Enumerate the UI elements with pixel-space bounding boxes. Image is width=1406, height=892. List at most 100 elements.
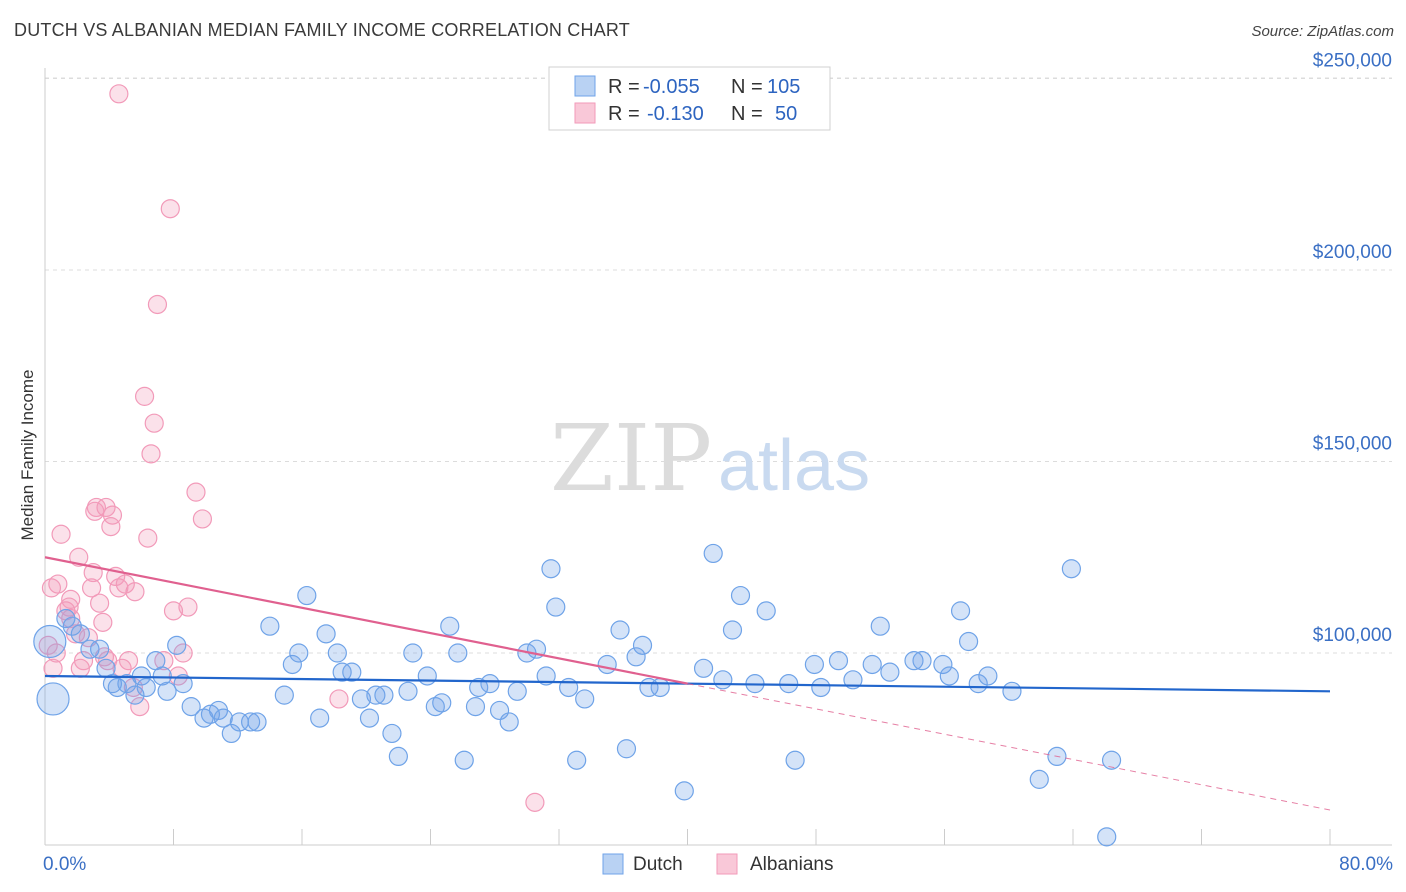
dutch-point bbox=[632, 635, 653, 655]
dutch-point bbox=[241, 712, 261, 732]
legend-r-value-albanians: -0.130 bbox=[647, 103, 704, 125]
dutch-point bbox=[870, 616, 890, 636]
trend-lines bbox=[44, 556, 1331, 811]
dutch-point bbox=[247, 712, 267, 732]
dutch-point bbox=[173, 674, 193, 694]
albanians-point bbox=[43, 658, 63, 678]
dutch-point bbox=[33, 624, 67, 659]
dutch-point bbox=[260, 616, 280, 636]
dutch-point bbox=[950, 601, 971, 621]
dutch-point bbox=[779, 674, 799, 694]
dutch-point bbox=[730, 585, 751, 606]
dutch-point bbox=[912, 651, 932, 671]
dutch-point bbox=[181, 697, 201, 717]
dutch-point bbox=[567, 750, 587, 770]
dutch-point bbox=[811, 677, 831, 698]
dutch-point bbox=[722, 620, 743, 640]
dutch-point bbox=[541, 559, 561, 579]
legend-n-value-dutch: 105 bbox=[767, 76, 800, 98]
albanians-point bbox=[115, 574, 135, 594]
bottom-legend: Dutch Albanians bbox=[602, 853, 833, 875]
dutch-point bbox=[880, 662, 900, 682]
dutch-point bbox=[626, 647, 646, 667]
dutch-point bbox=[978, 666, 998, 686]
albanians-point bbox=[154, 651, 174, 671]
dutch-point bbox=[152, 666, 172, 686]
dutch-point bbox=[80, 639, 100, 659]
dutch-point bbox=[616, 739, 637, 759]
dutch-point bbox=[843, 670, 863, 690]
y-tick-label: $100,000 bbox=[1313, 625, 1392, 646]
dutch-point bbox=[828, 651, 849, 671]
dutch-point bbox=[958, 631, 979, 652]
albanians-point bbox=[102, 505, 123, 525]
dutch-point bbox=[756, 601, 776, 621]
bottom-legend-dutch: Dutch bbox=[633, 854, 683, 875]
albanians-point bbox=[109, 84, 129, 104]
albanians-trend-line bbox=[44, 556, 688, 685]
legend-dutch-swatch bbox=[574, 75, 596, 97]
albanians-points bbox=[38, 84, 545, 812]
x-tick-labels: 0.0% 80.0% bbox=[43, 854, 1393, 875]
legend-r-label-albanians: R = bbox=[608, 103, 640, 125]
albanians-point bbox=[65, 624, 86, 644]
dutch-point bbox=[448, 643, 468, 663]
albanians-point bbox=[134, 386, 155, 406]
dutch-point bbox=[221, 723, 241, 744]
albanians-point bbox=[61, 608, 81, 629]
dutch-point bbox=[90, 639, 110, 659]
dutch-point bbox=[374, 685, 394, 705]
albanians-point bbox=[186, 482, 206, 502]
dutch-point bbox=[674, 781, 694, 801]
legend-albanians-swatch bbox=[574, 102, 596, 124]
dutch-point bbox=[480, 674, 500, 694]
dutch-point bbox=[693, 658, 714, 678]
dutch-point bbox=[157, 681, 177, 701]
albanians-point bbox=[160, 199, 180, 219]
dutch-point bbox=[610, 620, 630, 640]
albanians-point bbox=[141, 444, 161, 464]
chart-source: Source: ZipAtlas.com bbox=[1251, 23, 1394, 40]
dutch-point bbox=[703, 543, 723, 564]
dutch-point bbox=[536, 666, 556, 686]
legend-n-label-albanians: N = bbox=[731, 103, 763, 125]
albanians-point bbox=[147, 294, 168, 315]
dutch-point bbox=[1101, 750, 1122, 770]
dutch-point bbox=[650, 677, 670, 698]
y-tick-label: $250,000 bbox=[1313, 51, 1392, 72]
albanians-point bbox=[178, 597, 198, 617]
dutch-point bbox=[56, 608, 76, 629]
albanians-point bbox=[118, 651, 139, 671]
axes bbox=[44, 68, 1392, 846]
albanians-trend-extension bbox=[687, 683, 1331, 811]
dutch-point bbox=[804, 654, 824, 675]
albanians-point bbox=[163, 601, 184, 621]
albanians-point bbox=[86, 497, 107, 518]
dutch-point bbox=[274, 685, 294, 705]
legend-r-value-dutch: -0.055 bbox=[643, 76, 700, 98]
dutch-point bbox=[382, 723, 402, 744]
dutch-point bbox=[785, 750, 805, 770]
dutch-point bbox=[70, 624, 90, 644]
albanians-point bbox=[81, 578, 102, 598]
albanians-point bbox=[51, 524, 71, 544]
dutch-point bbox=[36, 682, 70, 716]
bottom-legend-albanians-swatch bbox=[716, 853, 738, 875]
y-tick-label: $150,000 bbox=[1313, 434, 1392, 455]
dutch-point bbox=[417, 666, 437, 686]
dutch-point bbox=[388, 746, 408, 767]
dutch-points bbox=[33, 543, 1122, 847]
dutch-point bbox=[297, 585, 317, 606]
dutch-point bbox=[713, 670, 733, 690]
x-tick-label-max: 80.0% bbox=[1339, 854, 1393, 875]
albanians-point bbox=[96, 497, 116, 518]
dutch-point bbox=[332, 662, 352, 682]
dutch-point bbox=[575, 689, 595, 709]
dutch-point bbox=[432, 693, 452, 713]
watermark-zip: ZIP bbox=[550, 405, 712, 512]
albanians-point bbox=[125, 582, 145, 602]
dutch-point bbox=[469, 677, 489, 698]
dutch-point bbox=[310, 708, 330, 728]
dutch-point bbox=[167, 635, 187, 655]
